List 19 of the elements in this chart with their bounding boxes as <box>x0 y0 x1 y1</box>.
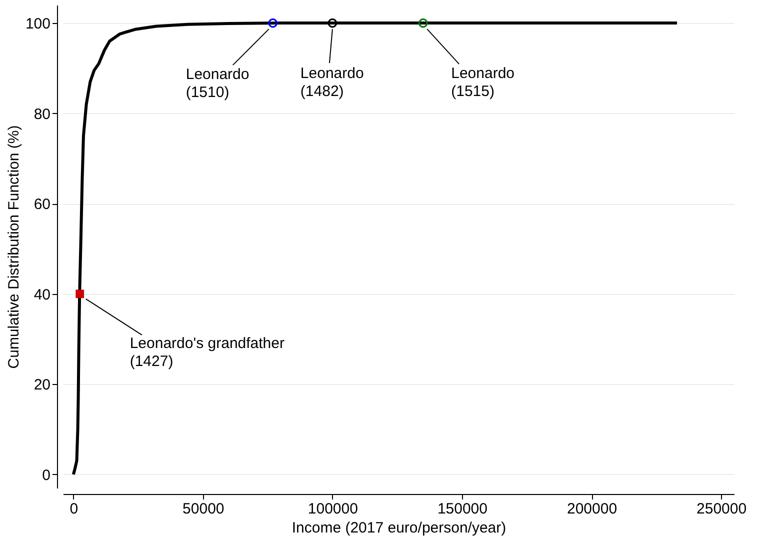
y-tick-label: 20 <box>34 376 50 394</box>
x-tick-label: 100000 <box>308 500 358 518</box>
y-tick-label: 80 <box>34 106 50 123</box>
y-tick-label: 40 <box>34 286 50 304</box>
x-tick-label: 0 <box>70 500 78 518</box>
annotation: Leonardo (1482) <box>300 65 364 100</box>
x-tick-label: 200000 <box>566 500 618 518</box>
y-axis-title: Cumulative Distribution Function (%) <box>5 125 22 369</box>
line-series <box>72 22 679 476</box>
annotation: Leonardo (1510) <box>186 66 250 102</box>
y-tick-label: 100 <box>25 16 50 33</box>
x-tick-label: 250000 <box>696 500 747 518</box>
x-tick-label: 150000 <box>437 500 488 518</box>
annotation: Leonardo (1515) <box>451 65 515 100</box>
y-tick-label: 0 <box>42 466 50 484</box>
y-tick-label: 60 <box>34 196 50 214</box>
x-axis-title: Income (2017 euro/person/year) <box>292 520 506 536</box>
annotation: Leonardo's grandfather (1427) <box>130 334 284 370</box>
x-tick-label: 50000 <box>182 500 224 518</box>
